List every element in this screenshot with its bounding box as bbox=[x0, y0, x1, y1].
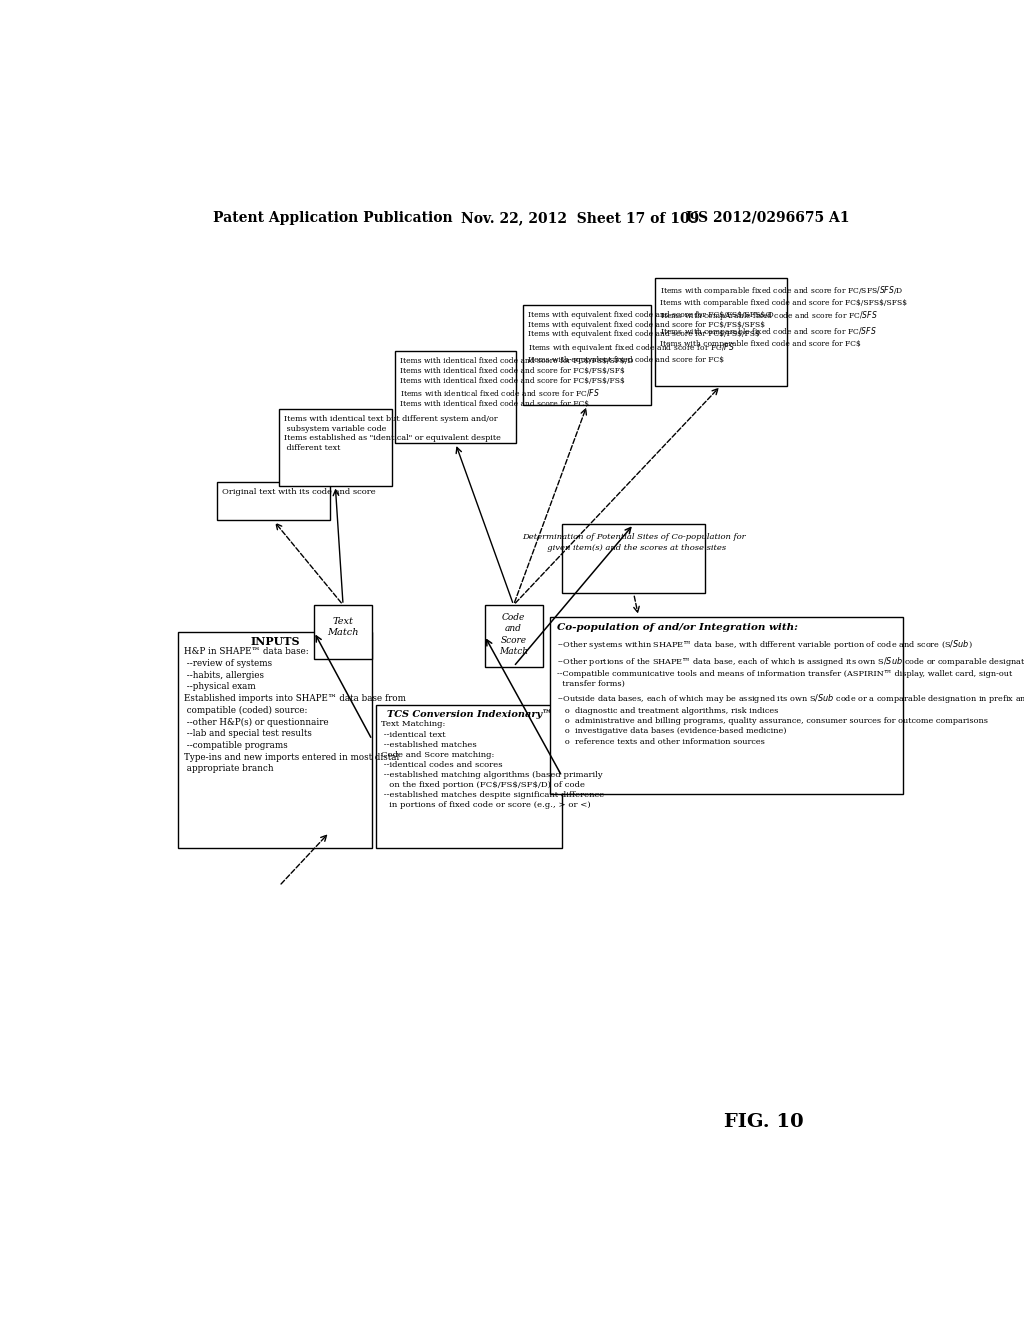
Text: Items with identical text but different system and/or
 subsystem variable code
I: Items with identical text but different … bbox=[284, 414, 501, 453]
Bar bbox=[395, 351, 515, 444]
Text: FIG. 10: FIG. 10 bbox=[724, 1113, 803, 1131]
Bar bbox=[280, 409, 391, 486]
Bar bbox=[655, 277, 786, 385]
Bar bbox=[217, 482, 330, 520]
Text: Items with comparable fixed code and score for FC/SFS$/SFS$/D
Items with compara: Items with comparable fixed code and sco… bbox=[659, 284, 906, 348]
Text: Code
and
Score
Match: Code and Score Match bbox=[499, 612, 528, 656]
Bar bbox=[550, 616, 903, 793]
Bar bbox=[314, 605, 372, 659]
Text: US 2012/0296675 A1: US 2012/0296675 A1 bbox=[686, 211, 850, 224]
Bar bbox=[178, 632, 372, 847]
Bar bbox=[562, 524, 706, 594]
Text: Original text with its code and score: Original text with its code and score bbox=[222, 488, 376, 496]
Text: Nov. 22, 2012  Sheet 17 of 109: Nov. 22, 2012 Sheet 17 of 109 bbox=[461, 211, 699, 224]
Text: Determination of Potential Sites of Co-population for
  given item(s) and the sc: Determination of Potential Sites of Co-p… bbox=[522, 533, 745, 552]
Text: TCS Conversion Indexionary™: TCS Conversion Indexionary™ bbox=[387, 709, 552, 718]
Text: Co-population of and/or Integration with:: Co-population of and/or Integration with… bbox=[557, 623, 798, 632]
Bar bbox=[376, 705, 562, 847]
Text: INPUTS: INPUTS bbox=[251, 636, 300, 647]
Text: Items with identical fixed code and score for FC$/FS$/SF$/D
Items with identical: Items with identical fixed code and scor… bbox=[400, 358, 634, 408]
Bar bbox=[484, 605, 543, 667]
Text: Items with equivalent fixed code and score for FC$/FS$/SFS$/D
Items with equival: Items with equivalent fixed code and sco… bbox=[528, 312, 774, 364]
Text: Text
Match: Text Match bbox=[328, 616, 358, 638]
Text: H&P in SHAPE™ data base:
 --review of systems
 --habits, allergies
 --physical e: H&P in SHAPE™ data base: --review of sys… bbox=[183, 647, 406, 774]
Text: Text Matching:
 --identical text
 --established matches
Code and Score matching:: Text Matching: --identical text --establ… bbox=[381, 721, 605, 809]
Text: --Other systems within SHAPE™ data base, with different variable portion of code: --Other systems within SHAPE™ data base,… bbox=[557, 638, 1024, 746]
Bar bbox=[523, 305, 651, 405]
Text: Patent Application Publication: Patent Application Publication bbox=[213, 211, 453, 224]
